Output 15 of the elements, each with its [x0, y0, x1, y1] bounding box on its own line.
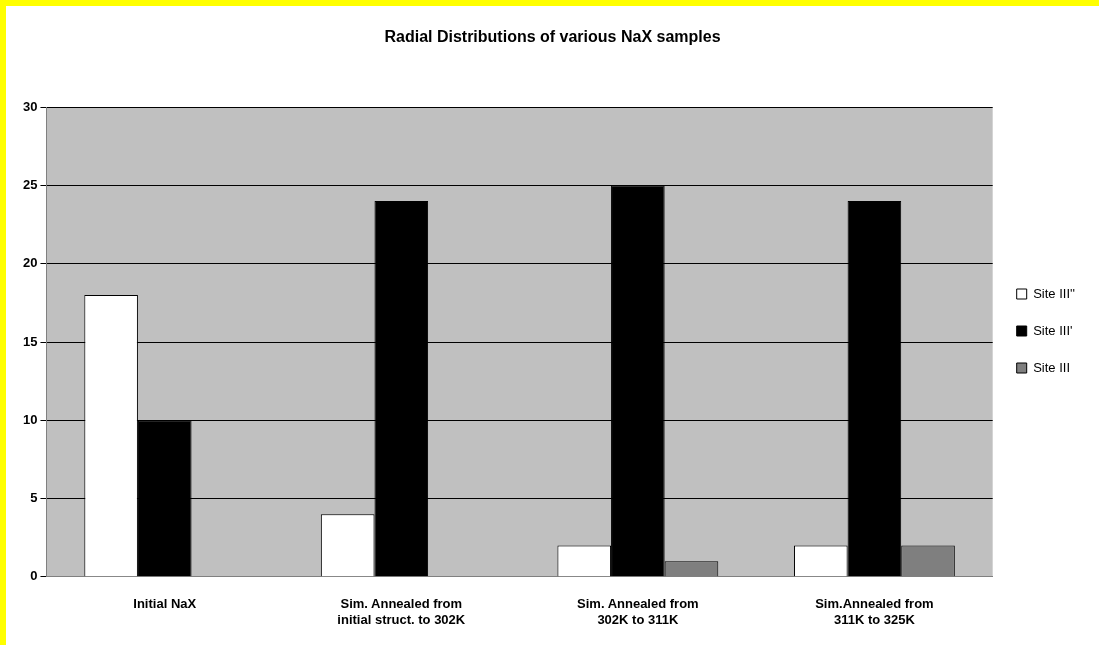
- legend-label: Site III': [1033, 322, 1073, 338]
- legend-label: Site III'': [1033, 285, 1075, 301]
- y-tick-label: 5: [30, 490, 38, 506]
- x-tick-label: Sim. Annealed from initial struct. to 302K: [337, 596, 466, 627]
- legend-label: Site III: [1033, 359, 1071, 375]
- y-tick-label: 0: [30, 568, 38, 584]
- y-tick-label: 30: [22, 98, 38, 114]
- chart-title: Radial Distributions of various NaX samples: [384, 28, 721, 46]
- x-tick-label: Initial NaX: [133, 596, 197, 612]
- y-tick-label: 10: [22, 411, 38, 427]
- x-tick-label: Sim.Annealed from 311K to 325K: [815, 596, 934, 627]
- y-tick-label: 15: [22, 333, 38, 349]
- y-tick-label: 20: [22, 255, 38, 271]
- x-tick-label: Sim. Annealed from 302K to 311K: [577, 596, 699, 627]
- y-tick-label: 25: [22, 177, 38, 193]
